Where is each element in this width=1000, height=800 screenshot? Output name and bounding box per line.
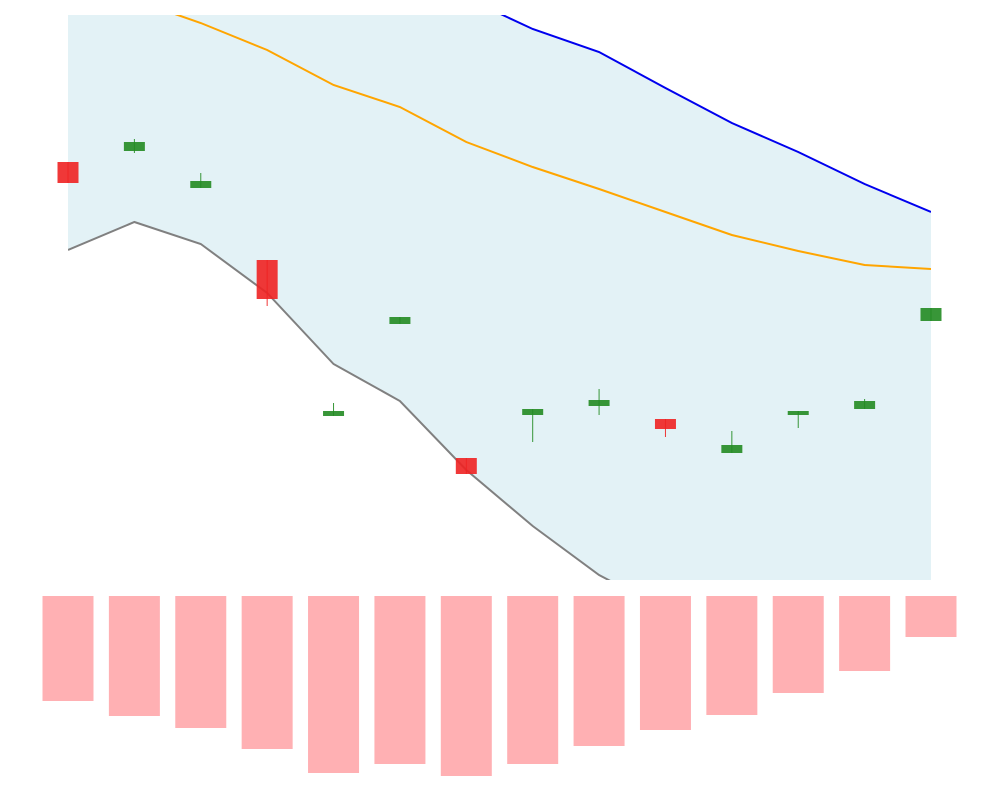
candle-body [190,181,212,188]
candle-body [854,401,876,409]
plot-area [68,15,931,580]
volume-bar [573,596,625,746]
volume-bar [241,596,293,749]
candle-body [455,458,477,474]
candle-body [256,260,278,299]
candle-body [654,419,676,429]
candle-body [123,142,145,151]
volume-bar [772,596,824,693]
volume-bar [175,596,227,728]
volume-bar [905,596,957,637]
candle-body [588,400,610,406]
candle-body [920,308,942,321]
volume-bar [839,596,891,671]
band-line [68,220,611,580]
candle-body [721,445,743,453]
marks [42,139,957,776]
candle-body [787,411,809,415]
volume-bar [108,596,160,716]
volume-bar [639,596,691,730]
volume-bar [507,596,559,764]
candle-body [389,317,411,324]
candle-body [323,411,345,416]
candle-body [57,162,79,183]
volume-bar [42,596,94,701]
band-line [500,15,931,213]
volume-bar [440,596,492,776]
candle-body [522,409,544,415]
band-area [68,15,931,580]
volume-bar [308,596,360,773]
volume-bar [706,596,758,715]
band-line [174,15,931,270]
volume-bar [374,596,426,764]
